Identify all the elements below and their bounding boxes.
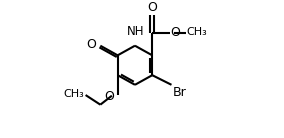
Text: Br: Br [173, 86, 187, 99]
Text: O: O [87, 38, 97, 51]
Text: O: O [104, 90, 114, 103]
Text: O: O [170, 26, 180, 39]
Text: CH₃: CH₃ [187, 27, 208, 37]
Text: CH₃: CH₃ [64, 89, 84, 99]
Text: NH: NH [127, 25, 144, 38]
Text: O: O [147, 1, 157, 14]
